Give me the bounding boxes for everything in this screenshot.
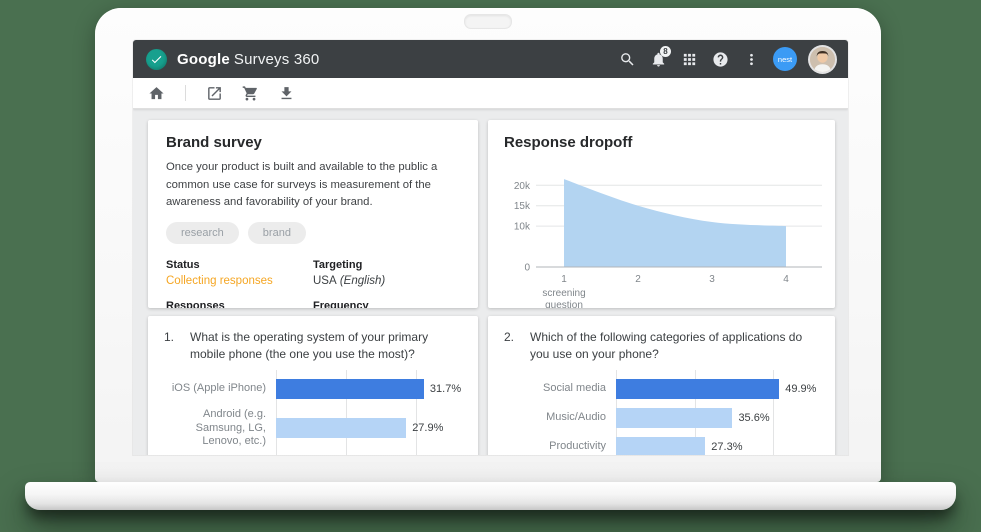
- app-bar: Google Surveys 360 8: [133, 40, 848, 78]
- bar-category-label: Productivity: [549, 439, 606, 452]
- bar-value-label: 31.7%: [429, 382, 462, 395]
- dropoff-area: [564, 179, 786, 267]
- bar-row: iOS (Apple iPhone) 31.7%: [164, 378, 462, 399]
- bar[interactable]: [276, 378, 424, 399]
- toolbar: [133, 78, 848, 109]
- question-1-number: 1.: [164, 330, 175, 344]
- open-in-new-icon[interactable]: [206, 85, 223, 102]
- bar-value-label: 27.9%: [412, 422, 444, 435]
- bar-row: Productivity 27.3%: [504, 436, 819, 455]
- bar-gridline: [773, 369, 774, 455]
- question-1-header: 1. What is the operating system of your …: [164, 329, 462, 364]
- bar-plot: 49.9%: [616, 378, 816, 399]
- bar[interactable]: [616, 378, 780, 399]
- surveys-logo-icon[interactable]: [146, 48, 167, 70]
- survey-tags: research brand: [166, 221, 460, 244]
- bar-gridline: [276, 369, 277, 455]
- x-axis-note: screening: [542, 288, 585, 299]
- bar-plot: 31.7%: [276, 378, 461, 399]
- x-tick-label: 2: [635, 274, 641, 285]
- brand-primary: Google: [177, 50, 230, 68]
- survey-tag-research[interactable]: research: [166, 221, 239, 244]
- laptop-screen: Google Surveys 360 8: [133, 40, 848, 455]
- laptop-base: [25, 482, 956, 510]
- field-value: Collecting responses: [166, 274, 273, 287]
- x-tick-label: 3: [709, 274, 715, 285]
- notifications-icon[interactable]: 8: [649, 46, 671, 68]
- survey-fields: Status Collecting responses Targeting USA (…: [166, 259, 460, 309]
- avatar[interactable]: [810, 46, 835, 72]
- laptop-bezel: Google Surveys 360 8: [95, 8, 881, 482]
- bar-row: Social media 49.9%: [504, 378, 819, 399]
- field-value: USA (English): [313, 274, 386, 287]
- question-2-bar-chart: Social media 49.9% Music/Audio 35.6% Product…: [504, 369, 819, 455]
- y-tick-label: 15k: [514, 201, 531, 212]
- question-2-card: 2. Which of the following categories of …: [488, 316, 835, 455]
- bar-category-label: Social media: [543, 381, 606, 394]
- field-label: Status: [166, 258, 200, 271]
- bar[interactable]: [616, 407, 733, 428]
- notification-badge: 8: [660, 46, 671, 57]
- y-tick-label: 10k: [514, 222, 531, 233]
- dropoff-area-chart: 20k 15k 10k 0 1 2 3 4 screening question: [504, 159, 822, 308]
- survey-field-status: Status Collecting responses: [166, 259, 313, 287]
- survey-field-responses: Responses25000 per question: [166, 300, 313, 309]
- shopping-cart-icon[interactable]: [242, 85, 259, 102]
- field-label: Targeting: [313, 258, 363, 271]
- account-org-chip[interactable]: nest: [773, 47, 797, 71]
- bar-category-label: Android (e.g. Samsung, LG, Lenovo, etc.): [195, 407, 266, 448]
- bar[interactable]: [276, 418, 407, 439]
- bar-value-label: 35.6%: [738, 411, 770, 424]
- x-tick-label: 4: [783, 274, 789, 285]
- question-1-text: What is the operating system of your pri…: [190, 330, 429, 362]
- survey-field-targeting: Targeting USA (English): [313, 259, 460, 287]
- brand-secondary: Surveys 360: [233, 50, 320, 68]
- bar-plot: 27.3%: [616, 436, 773, 455]
- download-icon[interactable]: [278, 85, 295, 102]
- app-title: Google Surveys 360: [177, 51, 319, 68]
- bar-row: Music/Audio 35.6%: [504, 407, 819, 428]
- app-bar-actions: 8 nest: [618, 46, 835, 72]
- question-1-card: 1. What is the operating system of your …: [148, 316, 478, 455]
- dashboard-content: Brand survey Once your product is built …: [133, 109, 848, 455]
- more-vert-icon[interactable]: [742, 50, 760, 68]
- response-dropoff-card: Response dropoff 20k 15k 10k 0 1 2 3 4 screening…: [488, 120, 835, 308]
- x-axis-note: question: [545, 300, 583, 308]
- bar[interactable]: [616, 436, 706, 455]
- bar-gridline: [346, 369, 347, 455]
- bar-row: Android (e.g. Samsung, LG, Lenovo, etc.)…: [164, 408, 462, 449]
- question-2-text: Which of the following categories of app…: [530, 330, 803, 362]
- help-icon[interactable]: [711, 50, 729, 68]
- survey-tag-brand[interactable]: brand: [247, 221, 306, 244]
- bar-value-label: 49.9%: [785, 382, 817, 395]
- bar-value-label: 27.3%: [711, 440, 743, 453]
- x-tick-label: 1: [561, 274, 567, 285]
- brand-survey-card: Brand survey Once your product is built …: [148, 120, 478, 308]
- survey-field-frequency: FrequencyOne-time: [313, 300, 460, 309]
- field-label: Frequency: [313, 299, 369, 309]
- survey-title: Brand survey: [166, 134, 262, 151]
- apps-grid-icon[interactable]: [680, 50, 698, 68]
- bar-category-label: Music/Audio: [546, 410, 606, 423]
- question-1-bar-chart: iOS (Apple iPhone) 31.7% Android (e.g. Sam…: [164, 369, 462, 455]
- bar-category-label: iOS (Apple iPhone): [171, 381, 266, 394]
- bar-plot: 27.9%: [276, 418, 443, 439]
- home-icon[interactable]: [148, 85, 165, 102]
- question-2-number: 2.: [504, 330, 515, 344]
- field-label: Responses: [166, 299, 225, 309]
- y-tick-label: 20k: [514, 181, 531, 192]
- laptop-camera: [464, 14, 512, 29]
- field-value-note: (English): [336, 274, 386, 287]
- dropoff-title: Response dropoff: [504, 134, 633, 151]
- question-2-header: 2. Which of the following categories of …: [504, 329, 819, 364]
- y-tick-label: 0: [524, 263, 530, 274]
- bar-gridlines: [276, 369, 417, 455]
- bar-gridline: [416, 369, 417, 455]
- search-icon[interactable]: [618, 50, 636, 68]
- survey-description: Once your product is built and available…: [166, 161, 438, 208]
- bar-plot: 35.6%: [616, 407, 773, 428]
- toolbar-divider: [185, 85, 186, 101]
